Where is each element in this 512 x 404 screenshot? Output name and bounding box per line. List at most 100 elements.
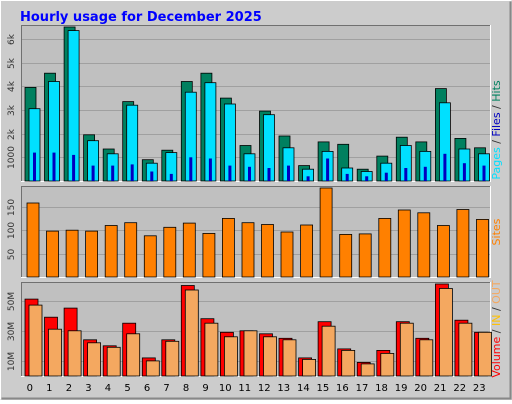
sites-bar [241, 222, 255, 278]
x-tick-label: 7 [163, 383, 169, 394]
legend-part: OUT [490, 280, 503, 304]
x-tick-label: 9 [202, 383, 208, 394]
out-bar [360, 363, 375, 377]
pages-bar [267, 168, 271, 181]
sites-bar [46, 230, 59, 278]
pages-bar [72, 154, 76, 181]
sites-bar [182, 222, 196, 278]
sites-bar [436, 225, 450, 278]
out-bar [165, 340, 180, 377]
legend-part: Hits [490, 80, 503, 102]
pages-bar [228, 165, 232, 181]
legend-part: Pages [490, 147, 503, 180]
sites-bar [104, 225, 118, 278]
plot-highlight-edge [21, 186, 491, 278]
pages-bar [365, 176, 369, 181]
out-bar [458, 322, 473, 377]
out-bar [28, 304, 43, 377]
plot-highlight-edge [21, 282, 491, 377]
sites-bar [124, 222, 138, 278]
x-tick-label: 8 [183, 383, 189, 394]
plot-area [21, 186, 490, 277]
x-axis-labels: 0 1 2 3 4 5 6 7 8 9 10 11 12 13 14 15 16 17 18 19 20 21 22 23 [27, 383, 486, 394]
sites-bar [143, 235, 157, 278]
sites-bar [417, 212, 431, 278]
out-bar [243, 330, 258, 377]
plot-highlight-edge [21, 25, 491, 182]
panel-hits-files-pages: 1000 2k 3k 4k 5k 6k [7, 25, 491, 182]
plot-shadow-edge [21, 25, 490, 181]
plot-area [21, 25, 490, 181]
sites-bar [300, 224, 314, 278]
pages-bar [345, 173, 349, 181]
pages-bar [169, 173, 173, 181]
sites-bar [358, 233, 372, 278]
sites-bar [339, 233, 353, 278]
pages-bar [326, 158, 330, 181]
y-tick-label: 3k [7, 104, 17, 116]
out-bar [302, 358, 317, 377]
chart-title: Hourly usage for December 2025 [20, 10, 262, 25]
out-bar [263, 336, 277, 377]
pages-bar [384, 172, 388, 181]
legend-part: / [490, 326, 503, 337]
x-tick-label: 6 [144, 383, 150, 394]
legend-part: Files [490, 112, 503, 136]
out-bar [184, 289, 199, 377]
sites-bar [65, 229, 79, 278]
out-bar [380, 352, 395, 377]
sites-bar [26, 202, 40, 278]
series-legend-label: Sites [490, 218, 503, 245]
plot-shadow-edge [21, 186, 490, 277]
legend-part: / [490, 102, 503, 113]
pages-bar [443, 153, 447, 181]
pages-bar [462, 163, 466, 181]
pages-bar [306, 176, 310, 181]
y-tick-label: 5k [7, 57, 17, 69]
x-tick-label: 16 [336, 383, 349, 394]
out-bar [399, 322, 414, 377]
sites-bar [85, 230, 98, 278]
y-tick-label: 4k [7, 80, 17, 92]
pages-bar [52, 152, 56, 181]
sites-bar [163, 226, 177, 278]
x-tick-label: 20 [414, 383, 427, 394]
sites-bar [378, 217, 392, 278]
sites-bar [456, 209, 470, 278]
series-legend-label: Volume / IN / OUT [490, 280, 503, 378]
legend-part: Sites [490, 218, 503, 245]
out-bar [67, 330, 82, 377]
sites-bar [221, 217, 235, 278]
y-tick-label: 1000 [7, 146, 17, 169]
x-tick-label: 15 [317, 383, 330, 394]
sites-bar [280, 231, 294, 278]
x-tick-label: 19 [395, 383, 408, 394]
panel-sites: 50 100 150 [7, 186, 491, 278]
out-bar [438, 288, 453, 377]
y-tick-label: 2k [7, 128, 17, 140]
sites-bar [476, 218, 489, 278]
y-tick-label: 6k [7, 33, 17, 45]
x-tick-label: 22 [453, 383, 466, 394]
out-bar [87, 342, 101, 377]
panel-volume-in-out: 10M 30M 50M [7, 282, 492, 377]
series-legend-label: Pages / Files / Hits [490, 80, 503, 180]
pages-bar [111, 165, 115, 181]
x-tick-label: 1 [46, 383, 52, 394]
out-bar [478, 331, 492, 377]
out-bar [321, 325, 336, 377]
x-tick-label: 2 [66, 383, 72, 394]
pages-bar [423, 166, 427, 181]
x-tick-label: 4 [105, 383, 111, 394]
legend-part: Volume [490, 336, 503, 377]
sites-bar [319, 187, 333, 278]
x-tick-label: 3 [85, 383, 91, 394]
y-tick-label: 10M [7, 352, 17, 371]
legend-part: / [490, 304, 503, 315]
out-bar [145, 360, 160, 377]
